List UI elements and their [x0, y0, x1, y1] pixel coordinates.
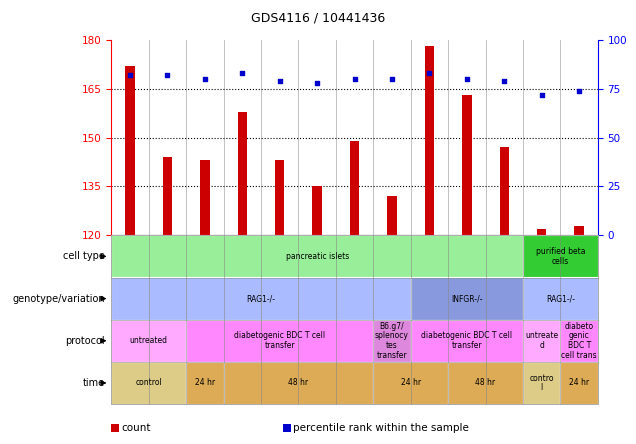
Point — [574, 87, 584, 94]
Text: genotype/variation: genotype/variation — [12, 293, 105, 304]
Bar — [275, 160, 284, 235]
Text: 24 hr: 24 hr — [195, 378, 215, 388]
Point — [237, 70, 247, 77]
Bar — [238, 111, 247, 235]
Text: diabeto
genic
BDC T
cell trans: diabeto genic BDC T cell trans — [562, 322, 597, 360]
Text: INFGR-/-: INFGR-/- — [451, 294, 483, 303]
Text: 24 hr: 24 hr — [569, 378, 589, 388]
Text: percentile rank within the sample: percentile rank within the sample — [293, 423, 469, 433]
Bar — [387, 196, 397, 235]
Text: B6.g7/
splenocy
tes
transfer: B6.g7/ splenocy tes transfer — [375, 322, 409, 360]
Point — [387, 75, 397, 83]
Text: purified beta
cells: purified beta cells — [536, 247, 585, 266]
Text: time: time — [83, 378, 105, 388]
Bar — [500, 147, 509, 235]
Point — [349, 75, 359, 83]
Text: GDS4116 / 10441436: GDS4116 / 10441436 — [251, 11, 385, 24]
Bar — [350, 141, 359, 235]
Text: RAG1-/-: RAG1-/- — [247, 294, 275, 303]
Point — [537, 91, 547, 98]
Bar — [462, 95, 471, 235]
Bar — [125, 66, 135, 235]
Point — [162, 71, 172, 79]
Bar — [425, 47, 434, 235]
Bar — [163, 157, 172, 235]
Text: cell type: cell type — [63, 251, 105, 262]
Point — [312, 79, 322, 87]
Text: untreate
d: untreate d — [525, 331, 558, 350]
Bar — [537, 229, 546, 235]
Bar — [312, 186, 322, 235]
Bar — [200, 160, 209, 235]
Text: diabetogenic BDC T cell
transfer: diabetogenic BDC T cell transfer — [234, 331, 325, 350]
Text: protocol: protocol — [66, 336, 105, 346]
Point — [200, 75, 210, 83]
Point — [275, 77, 285, 84]
Text: contro
l: contro l — [529, 373, 554, 392]
Text: pancreatic islets: pancreatic islets — [286, 252, 349, 261]
Text: untreated: untreated — [130, 336, 168, 345]
Point — [424, 70, 434, 77]
Bar — [574, 226, 584, 235]
Point — [125, 71, 135, 79]
Text: control: control — [135, 378, 162, 388]
Text: RAG1-/-: RAG1-/- — [546, 294, 575, 303]
Point — [499, 77, 509, 84]
Point — [462, 75, 472, 83]
Text: diabetogenic BDC T cell
transfer: diabetogenic BDC T cell transfer — [421, 331, 513, 350]
Text: 24 hr: 24 hr — [401, 378, 421, 388]
Text: 48 hr: 48 hr — [476, 378, 495, 388]
Text: count: count — [121, 423, 151, 433]
Text: 48 hr: 48 hr — [288, 378, 308, 388]
